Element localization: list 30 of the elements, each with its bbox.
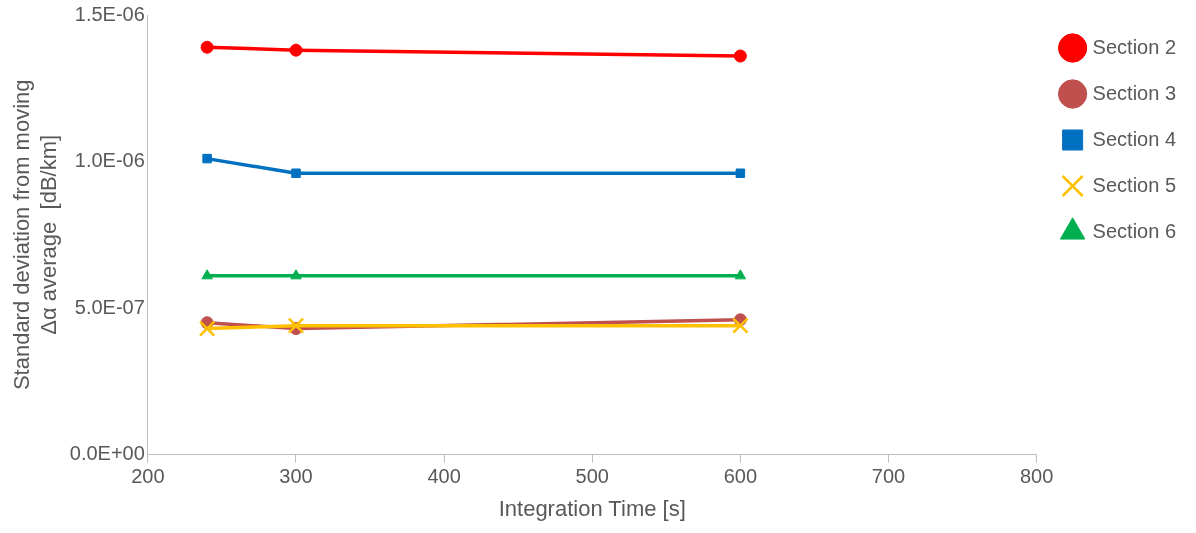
- x-tick-label: 700: [871, 465, 906, 488]
- x-axis-title: Integration Time [s]: [498, 495, 686, 521]
- point: [201, 269, 213, 280]
- x-tick-label: 400: [427, 465, 461, 488]
- point: [198, 320, 216, 337]
- y-tick-label: 1.0E-06: [74, 149, 145, 172]
- y-tick-label: 1.5E-06: [74, 2, 145, 25]
- x-tick-label: 600: [723, 465, 758, 488]
- point: [734, 269, 747, 280]
- x-tick-label: 500: [575, 465, 609, 488]
- y-tick-label: 0.0E+00: [69, 442, 145, 465]
- point: [202, 153, 212, 164]
- point: [732, 317, 749, 334]
- point: [735, 168, 746, 178]
- point: [290, 269, 302, 280]
- y-tick-label: 5.0E-07: [74, 295, 145, 318]
- point: [733, 49, 747, 63]
- legend-label: Section 6: [1092, 219, 1176, 242]
- legend-label: Section 2: [1092, 35, 1176, 58]
- point: [291, 168, 301, 178]
- x-tick-label: 200: [131, 465, 165, 488]
- legend-label: Section 5: [1092, 173, 1176, 196]
- point: [287, 317, 305, 334]
- point: [289, 43, 303, 57]
- legend-label: Section 3: [1092, 81, 1176, 104]
- x-tick-label: 300: [279, 465, 313, 488]
- x-tick-label: 800: [1019, 465, 1054, 488]
- point: [200, 40, 214, 54]
- y-axis-title: Standard deviation from moving Δα average [dB/km]: [9, 79, 61, 391]
- legend-label: Section 4: [1092, 127, 1176, 150]
